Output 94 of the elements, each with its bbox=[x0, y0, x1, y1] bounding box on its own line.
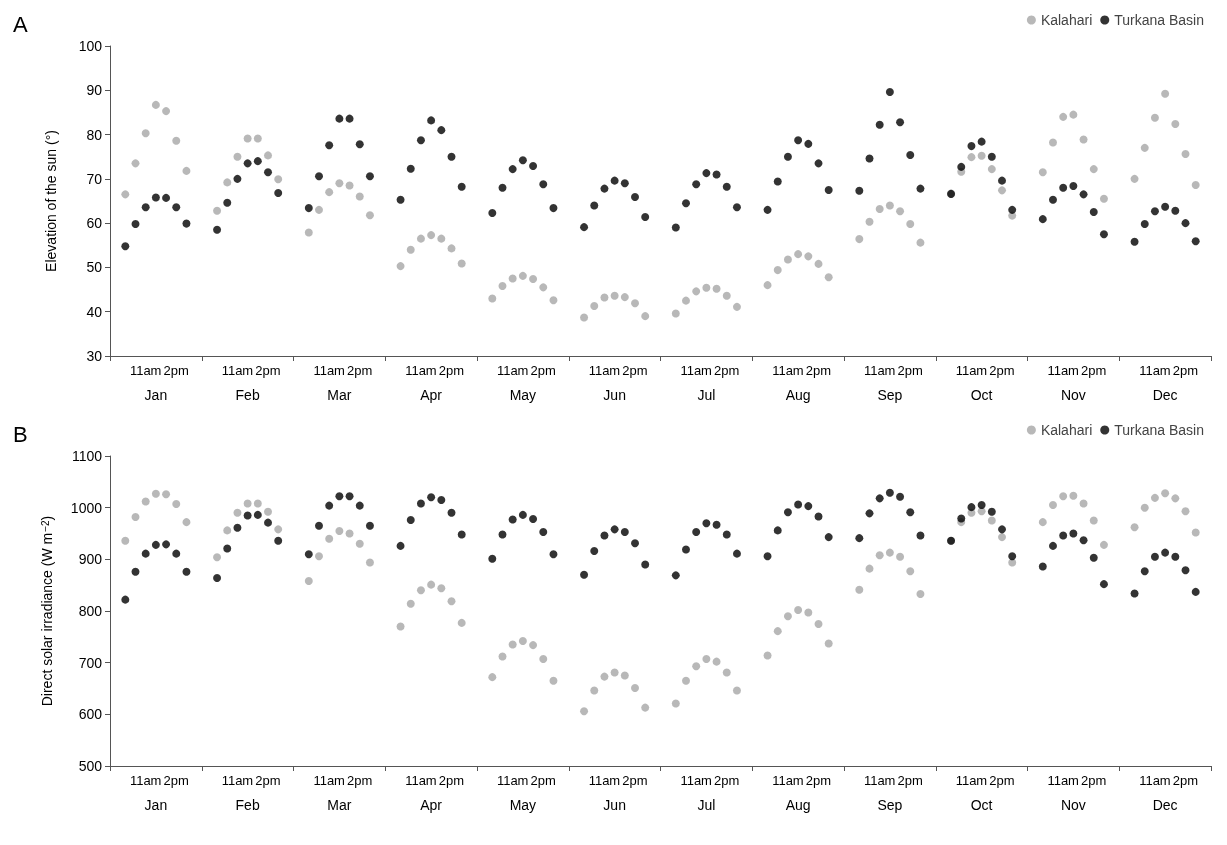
x-tick-label: 11am bbox=[772, 363, 804, 378]
text: Apr bbox=[420, 387, 443, 403]
x-tick-label: 2pm bbox=[530, 363, 556, 378]
text: Oct bbox=[970, 387, 993, 403]
x-tick-label: 2pm bbox=[714, 773, 740, 788]
text: Jan bbox=[144, 387, 168, 403]
legend-label: Turkana Basin bbox=[1114, 12, 1204, 28]
x-tick-label: 2pm bbox=[805, 773, 832, 788]
x-tick-label: 11am bbox=[221, 773, 254, 788]
legend-label: Kalahari bbox=[1040, 12, 1093, 28]
text: Jun bbox=[603, 387, 626, 403]
x-tick-label: 11am bbox=[863, 773, 896, 788]
x-tick-label: 11am bbox=[1047, 363, 1079, 378]
text: May bbox=[509, 387, 537, 403]
x-tick-label: 2pm bbox=[1172, 363, 1199, 378]
x-tick-label: 2pm bbox=[989, 363, 1015, 378]
text: Aug bbox=[785, 387, 811, 403]
x-tick-label: 11am bbox=[680, 363, 712, 378]
y-tick-label: 800 bbox=[78, 603, 103, 619]
y-tick-label: 30 bbox=[86, 348, 103, 364]
x-tick-label: 11am bbox=[313, 363, 345, 378]
x-tick-label: 2pm bbox=[1081, 363, 1107, 378]
text: Feb bbox=[235, 387, 260, 403]
y-tick-label: 90 bbox=[86, 82, 103, 99]
x-tick-label: 2pm bbox=[897, 773, 923, 788]
text: Aug bbox=[785, 797, 811, 813]
y-tick-label: 60 bbox=[86, 215, 103, 232]
y-tick-label: 700 bbox=[78, 654, 103, 671]
text: Sep bbox=[877, 387, 903, 403]
x-tick-label: 11am bbox=[405, 773, 437, 788]
x-tick-label: 2pm bbox=[347, 363, 373, 378]
text: Dec bbox=[1152, 797, 1178, 813]
x-tick-label: 11am bbox=[1139, 773, 1171, 788]
x-tick-label: 11am bbox=[1047, 773, 1079, 788]
text: Jul bbox=[697, 797, 716, 813]
text: Feb bbox=[235, 797, 260, 813]
x-tick-label: 11am bbox=[221, 363, 254, 378]
y-tick-label: 70 bbox=[86, 170, 103, 187]
x-tick-label: 11am bbox=[1139, 363, 1171, 378]
y-tick-label: 600 bbox=[78, 706, 103, 723]
x-tick-label: 2pm bbox=[530, 773, 556, 788]
x-tick-label: 2pm bbox=[714, 363, 740, 378]
text: Mar bbox=[327, 797, 352, 813]
x-tick-label: 11am bbox=[680, 773, 712, 788]
text: Dec bbox=[1152, 387, 1178, 403]
x-tick-label: 11am bbox=[496, 773, 529, 788]
text: Nov bbox=[1060, 797, 1086, 813]
x-tick-label: 11am bbox=[588, 773, 621, 788]
text: Sep bbox=[877, 797, 903, 813]
legend-label: Turkana Basin bbox=[1114, 422, 1204, 438]
text: Jun bbox=[603, 797, 626, 813]
x-tick-label: 2pm bbox=[438, 773, 465, 788]
x-tick-label: 2pm bbox=[897, 363, 923, 378]
x-tick-label: 11am bbox=[129, 773, 162, 788]
text: May bbox=[509, 797, 537, 813]
text: Nov bbox=[1060, 387, 1086, 403]
chart-title: A bbox=[13, 11, 28, 37]
y-tick-label: 500 bbox=[78, 758, 103, 774]
x-tick-label: 2pm bbox=[347, 773, 373, 788]
y-tick-label: 50 bbox=[86, 259, 103, 276]
chart-title: B bbox=[13, 421, 28, 447]
x-tick-label: 2pm bbox=[255, 773, 281, 788]
x-tick-label: 11am bbox=[588, 363, 621, 378]
x-tick-label: 2pm bbox=[255, 363, 281, 378]
y-tick-label: 100 bbox=[78, 38, 103, 54]
y-tick-label: 80 bbox=[86, 126, 103, 143]
x-tick-label: 2pm bbox=[622, 773, 648, 788]
text: Oct bbox=[970, 797, 993, 813]
x-tick-label: 2pm bbox=[989, 773, 1015, 788]
y-axis-title: Elevation of the sun (°) bbox=[43, 130, 59, 272]
x-tick-label: 11am bbox=[772, 773, 804, 788]
x-tick-label: 2pm bbox=[1081, 773, 1107, 788]
text: Jan bbox=[144, 797, 168, 813]
x-tick-label: 2pm bbox=[1172, 773, 1199, 788]
x-tick-label: 11am bbox=[955, 363, 988, 378]
x-tick-label: 2pm bbox=[438, 363, 465, 378]
y-tick-label: 1000 bbox=[70, 499, 103, 516]
x-tick-label: 2pm bbox=[163, 363, 189, 378]
x-tick-label: 11am bbox=[313, 773, 345, 788]
x-tick-label: 11am bbox=[955, 773, 988, 788]
text: Jul bbox=[697, 387, 716, 403]
x-tick-label: 11am bbox=[496, 363, 529, 378]
x-tick-label: 11am bbox=[863, 363, 896, 378]
text: Apr bbox=[420, 797, 443, 813]
x-tick-label: 11am bbox=[405, 363, 437, 378]
y-tick-label: 1100 bbox=[71, 448, 103, 464]
legend-label: Kalahari bbox=[1040, 422, 1093, 438]
y-tick-label: 900 bbox=[78, 551, 103, 568]
x-tick-label: 2pm bbox=[805, 363, 832, 378]
x-tick-label: 2pm bbox=[622, 363, 648, 378]
y-tick-label: 40 bbox=[86, 303, 103, 320]
x-tick-label: 2pm bbox=[163, 773, 189, 788]
x-tick-label: 11am bbox=[129, 363, 162, 378]
text: Mar bbox=[327, 387, 352, 403]
